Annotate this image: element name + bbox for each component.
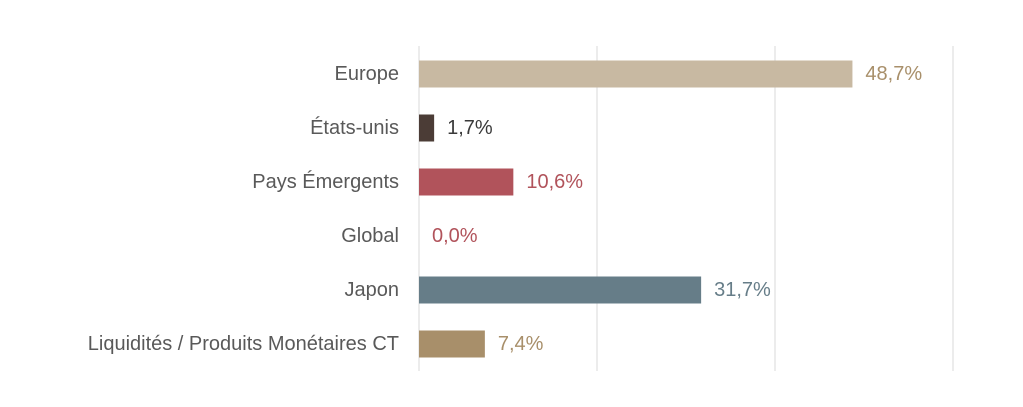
bar xyxy=(419,330,485,358)
value-label: 1,7% xyxy=(447,117,493,139)
bars xyxy=(419,60,853,358)
value-label: 48,7% xyxy=(865,63,922,85)
category-label: États-unis xyxy=(310,116,399,139)
category-labels: Europe États-unis Pays Émergents Global Japo… xyxy=(88,63,399,355)
category-label: Global xyxy=(341,225,399,247)
category-label: Europe xyxy=(335,63,400,85)
value-label: 31,7% xyxy=(714,279,771,301)
gridlines xyxy=(418,46,954,371)
value-labels: 48,7% 1,7% 10,6% 0,0% 31,7% 7,4% xyxy=(432,63,922,355)
category-label: Liquidités / Produits Monétaires CT xyxy=(88,333,399,355)
bar xyxy=(419,168,514,196)
value-label: 7,4% xyxy=(498,333,544,355)
bar xyxy=(419,60,853,88)
category-label: Japon xyxy=(345,279,400,301)
value-label: 10,6% xyxy=(526,171,583,193)
bar xyxy=(419,114,435,142)
value-label: 0,0% xyxy=(432,225,478,247)
category-label: Pays Émergents xyxy=(252,170,399,193)
bar xyxy=(419,276,702,304)
